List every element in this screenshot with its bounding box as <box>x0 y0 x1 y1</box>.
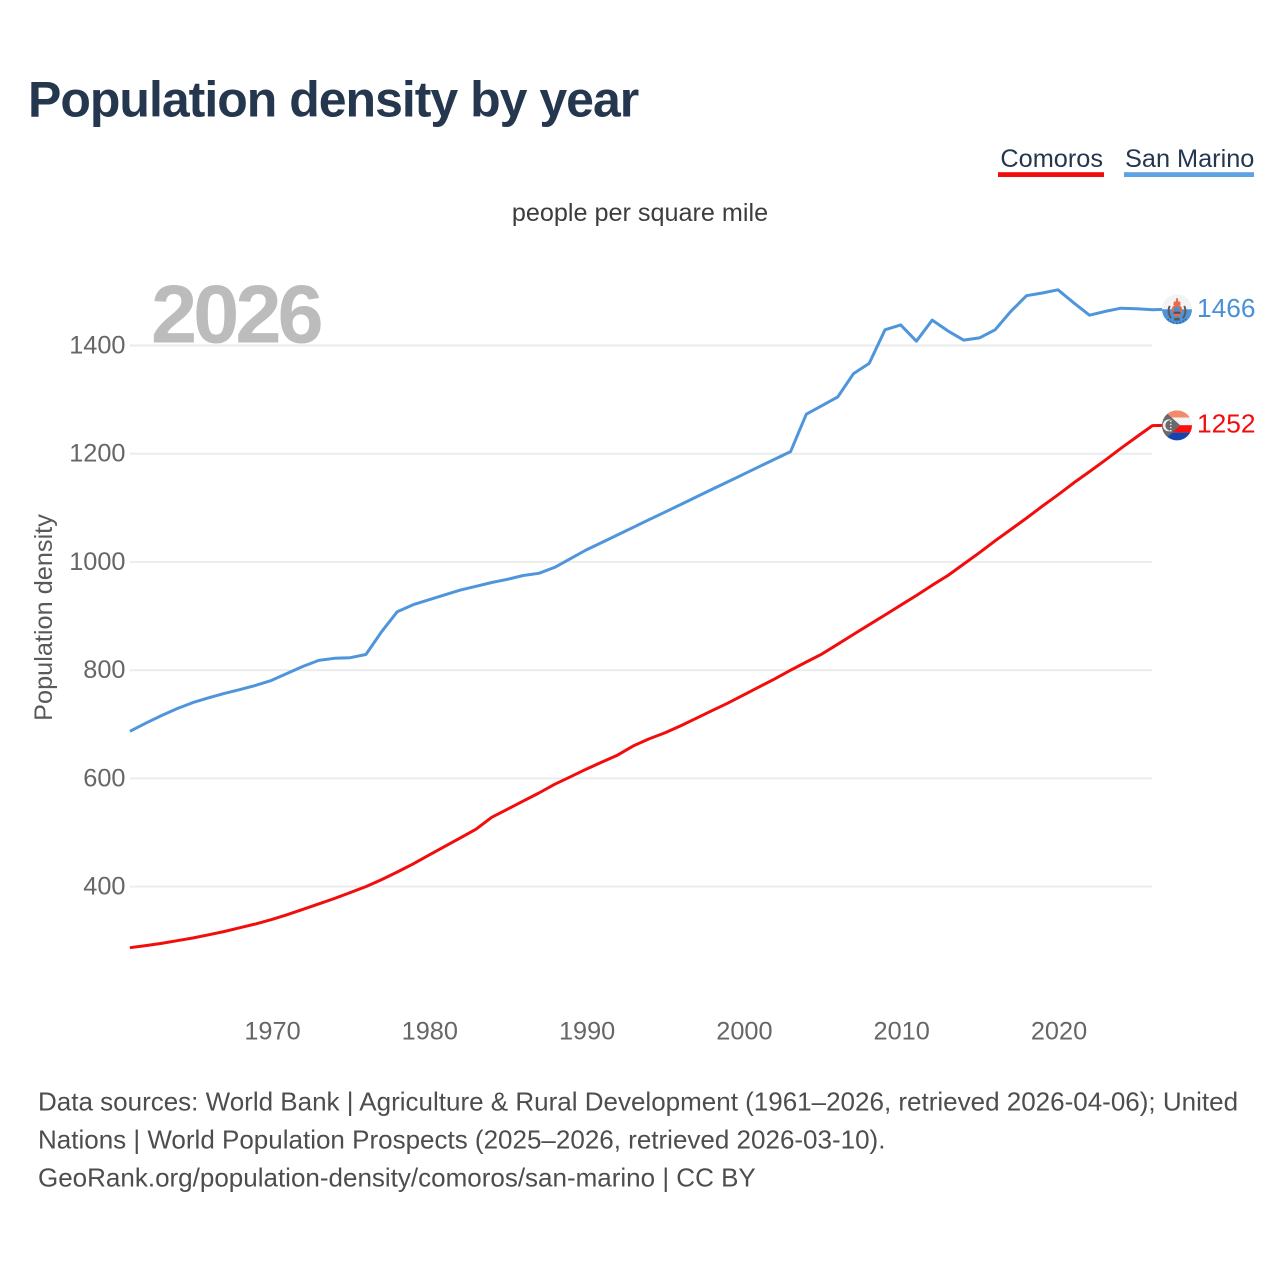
svg-text:1970: 1970 <box>244 1018 300 1046</box>
svg-text:1200: 1200 <box>69 440 125 468</box>
svg-text:1000: 1000 <box>69 548 125 576</box>
svg-text:Comoros: Comoros <box>1000 145 1103 173</box>
svg-text:Population density by year: Population density by year <box>28 72 639 128</box>
svg-text:GeoRank.org/population-density: GeoRank.org/population-density/comoros/s… <box>38 1163 756 1193</box>
svg-text:1466: 1466 <box>1197 293 1256 323</box>
svg-text:2010: 2010 <box>874 1018 930 1046</box>
svg-text:San Marino: San Marino <box>1125 145 1254 173</box>
svg-text:600: 600 <box>83 764 125 792</box>
svg-text:2000: 2000 <box>716 1018 772 1046</box>
svg-text:Population density: Population density <box>30 514 58 721</box>
svg-text:400: 400 <box>83 873 125 901</box>
svg-text:800: 800 <box>83 656 125 684</box>
svg-text:2020: 2020 <box>1031 1018 1087 1046</box>
svg-text:1980: 1980 <box>402 1018 458 1046</box>
svg-text:1990: 1990 <box>559 1018 615 1046</box>
svg-text:Data sources: World Bank | Agr: Data sources: World Bank | Agriculture &… <box>38 1087 1238 1117</box>
svg-text:1252: 1252 <box>1197 409 1256 439</box>
svg-text:Nations | World Population Pro: Nations | World Population Prospects (20… <box>38 1125 885 1155</box>
svg-text:2026: 2026 <box>151 268 321 361</box>
svg-text:1400: 1400 <box>69 332 125 360</box>
svg-text:people per square mile: people per square mile <box>512 199 768 227</box>
